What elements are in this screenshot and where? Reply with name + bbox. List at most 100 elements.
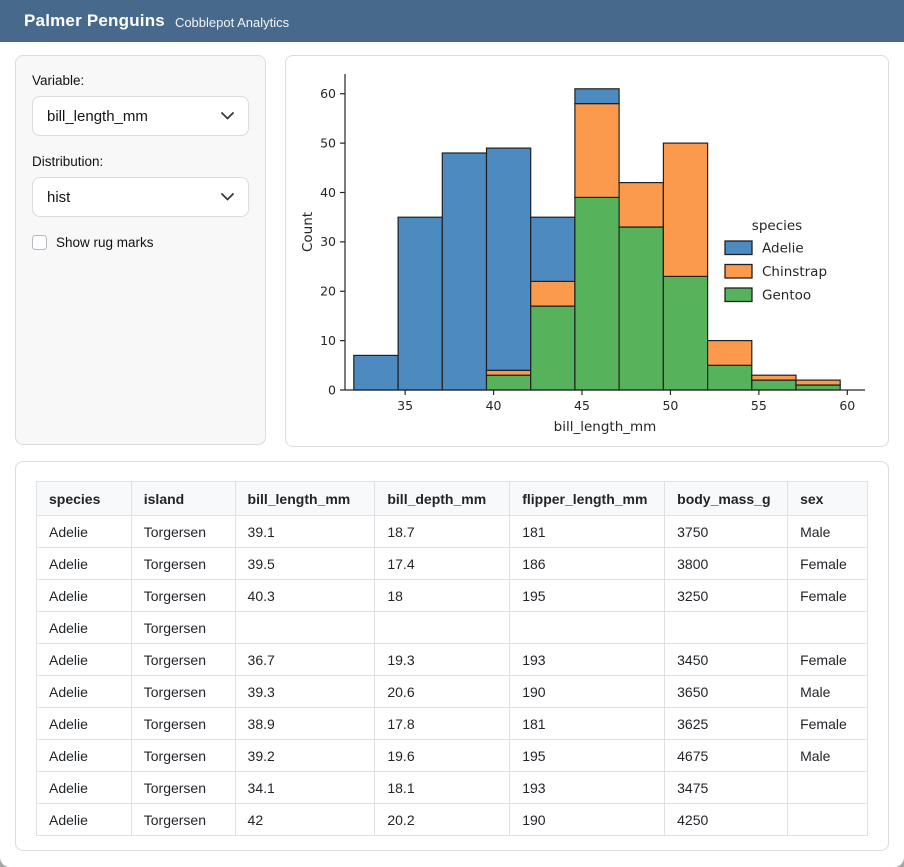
table-row: Adelie Torgersen 39.2 19.6 195 4675 Male: [36, 739, 868, 772]
bar-segment-gentoo: [574, 196, 620, 391]
table-cell: 20.2: [374, 803, 511, 836]
bar-segment-chinstrap: [707, 340, 753, 366]
table-cell: Torgersen: [130, 675, 236, 708]
table-cell: 18.7: [374, 515, 511, 548]
table-cell: Female: [787, 547, 868, 580]
table-row: Adelie Torgersen 38.9 17.8 181 3625 Female: [36, 707, 868, 740]
svg-text:55: 55: [751, 398, 767, 413]
x-axis-label: bill_length_mm: [554, 419, 657, 435]
table-cell: Torgersen: [130, 771, 236, 804]
table-cell: 3450: [664, 643, 789, 676]
table-cell: Female: [787, 643, 868, 676]
main-content: Variable: bill_length_mm Distribution: h…: [0, 42, 904, 865]
table-cell: [787, 803, 868, 836]
bar-segment-chinstrap: [618, 181, 664, 228]
table-cell: 3750: [664, 515, 789, 548]
column-header: flipper_length_mm: [509, 481, 666, 516]
axes: [340, 74, 865, 395]
column-header: sex: [787, 481, 868, 516]
svg-text:10: 10: [320, 333, 336, 348]
bar-segment-gentoo: [662, 275, 709, 391]
table-cell: 190: [509, 803, 666, 836]
rug-marks-row: Show rug marks: [32, 235, 249, 250]
table-row: Adelie Torgersen 39.1 18.7 181 3750 Male: [36, 515, 868, 548]
bar-segment-gentoo: [485, 374, 532, 391]
bar-segment-chinstrap: [574, 102, 620, 199]
legend-swatch-chinstrap: [724, 263, 753, 279]
table-cell: 195: [509, 579, 666, 612]
table-cell: Adelie: [36, 739, 132, 772]
table-cell: Torgersen: [130, 643, 236, 676]
svg-text:40: 40: [320, 185, 336, 200]
table-cell: Torgersen: [130, 739, 236, 772]
table-cell: Adelie: [36, 515, 132, 548]
svg-text:30: 30: [320, 234, 336, 249]
table-cell: 3475: [664, 771, 789, 804]
bar-segment-adelie: [441, 152, 488, 391]
table-cell: 36.7: [234, 643, 376, 676]
table-row: Adelie Torgersen 39.5 17.4 186 3800 Female: [36, 547, 868, 580]
table-cell: 3625: [664, 707, 789, 740]
svg-text:60: 60: [839, 398, 855, 413]
svg-text:50: 50: [320, 135, 336, 150]
table-cell: [374, 611, 511, 644]
legend-swatch-adelie: [724, 240, 753, 256]
variable-select[interactable]: bill_length_mm: [32, 96, 249, 136]
table-cell: Torgersen: [130, 803, 236, 836]
legend-label-gentoo: Gentoo: [762, 288, 811, 304]
top-row: Variable: bill_length_mm Distribution: h…: [15, 55, 889, 447]
bar-segment-gentoo: [530, 305, 576, 391]
table-cell: 18.1: [374, 771, 511, 804]
table-row: Adelie Torgersen: [36, 611, 868, 644]
svg-text:40: 40: [486, 398, 502, 413]
table-cell: 19.3: [374, 643, 511, 676]
svg-text:60: 60: [320, 86, 336, 101]
column-header: bill_length_mm: [234, 481, 376, 516]
column-header: body_mass_g: [664, 481, 789, 516]
chevron-down-icon: [221, 193, 234, 201]
table-cell: 186: [509, 547, 666, 580]
bar-segment-gentoo: [795, 384, 841, 391]
table-cell: 39.1: [234, 515, 376, 548]
app-subtitle: Cobblepot Analytics: [174, 15, 290, 30]
table-cell: 181: [509, 707, 666, 740]
table-cell: 3650: [664, 675, 789, 708]
bar-segment-chinstrap: [751, 374, 797, 381]
table-cell: [234, 611, 376, 644]
table-cell: 17.8: [374, 707, 511, 740]
bar-segment-adelie: [485, 147, 532, 371]
distribution-select[interactable]: hist: [32, 177, 249, 217]
distribution-label: Distribution:: [32, 154, 104, 169]
bar-segment-chinstrap: [530, 280, 576, 307]
controls-sidebar: Variable: bill_length_mm Distribution: h…: [15, 55, 266, 445]
legend-title: species: [752, 218, 802, 234]
app-title: Palmer Penguins: [24, 11, 165, 30]
table-cell: 39.3: [234, 675, 376, 708]
table-cell: Female: [787, 579, 868, 612]
table-cell: 18: [374, 579, 511, 612]
bar-segment-adelie: [530, 216, 576, 282]
table-cell: Adelie: [36, 675, 132, 708]
table-cell: Torgersen: [130, 611, 236, 644]
table-cell: Adelie: [36, 579, 132, 612]
bar-segment-chinstrap: [662, 142, 709, 278]
table-cell: Female: [787, 707, 868, 740]
histogram-chart: 35 40 45 50 55 60 0 10 20 30 40 50 60 bill_length_mm C…: [300, 74, 865, 435]
bar-segment-chinstrap: [795, 379, 841, 386]
table-cell: 17.4: [374, 547, 511, 580]
tick-labels: 35 40 45 50 55 60 0 10 20 30 40 50 60: [320, 86, 855, 413]
table-row: Adelie Torgersen 39.3 20.6 190 3650 Male: [36, 675, 868, 708]
table-cell: [509, 611, 666, 644]
table-cell: 42: [234, 803, 376, 836]
bar-segment-adelie: [574, 88, 620, 105]
rug-marks-checkbox[interactable]: [32, 235, 47, 250]
table-body: Adelie Torgersen 39.1 18.7 181 3750 Male Adelie…: [36, 515, 868, 836]
table-cell: 34.1: [234, 771, 376, 804]
table-cell: 20.6: [374, 675, 511, 708]
bar-segment-adelie: [397, 216, 443, 391]
chart-legend: species Adelie Chinstrap Gentoo: [724, 218, 827, 304]
table-cell: Adelie: [36, 707, 132, 740]
table-cell: Adelie: [36, 611, 132, 644]
svg-text:0: 0: [328, 382, 336, 397]
